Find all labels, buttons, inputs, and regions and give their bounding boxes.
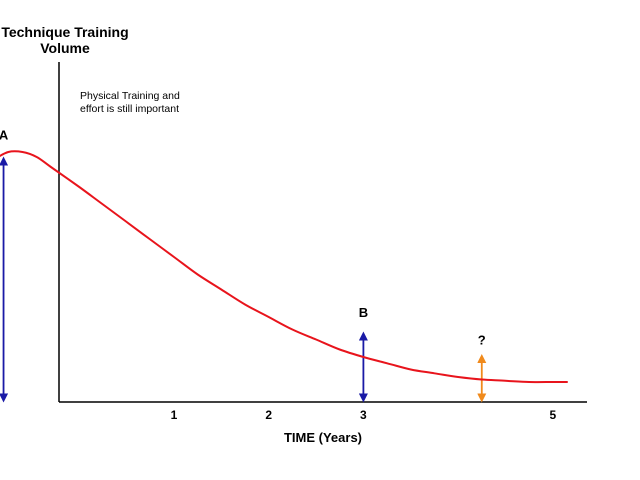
x-tick-label: 2 (265, 408, 272, 422)
x-tick-label: 5 (549, 408, 556, 422)
curve-layer (0, 150, 568, 384)
point-labels: A B? (0, 128, 486, 348)
y-axis-label-line-2: Volume (40, 40, 90, 56)
x-tick-label: 3 (360, 408, 367, 422)
point-label: B (359, 305, 368, 320)
y-axis-label-line-1: Technique Training (1, 24, 128, 40)
annotation-note-line-2: effort is still important (80, 103, 179, 115)
series-line (0, 150, 568, 384)
annotation-note-line-1: Physical Training and (80, 90, 180, 102)
x-axis-label: TIME (Years) (284, 430, 362, 445)
point-label: A (0, 128, 9, 143)
x-tick-labels: 1 2 3 5 (171, 408, 557, 422)
point-label: ? (478, 333, 486, 348)
x-tick-label: 1 (171, 408, 178, 422)
annotation-arrows (0, 156, 487, 403)
